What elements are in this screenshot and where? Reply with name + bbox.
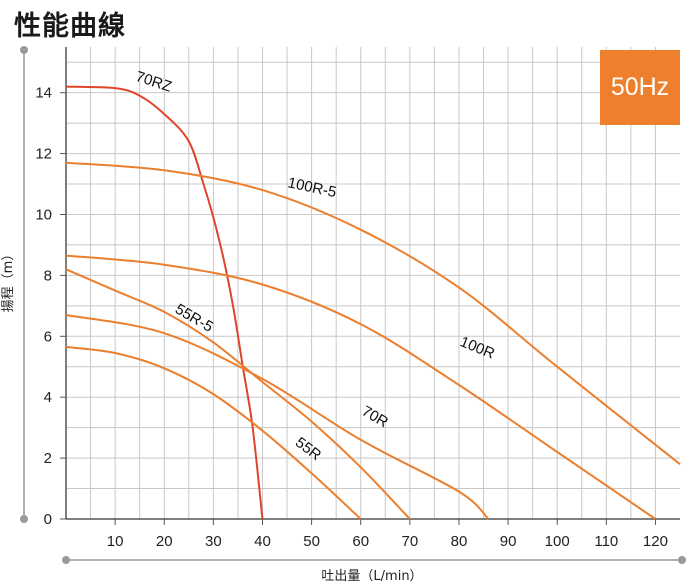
curve-label-70r: 70R: [359, 403, 391, 432]
x-tick-label: 100: [545, 533, 570, 550]
y-axis-title: 揚程（m）: [0, 248, 16, 313]
curve-55r-5: [65, 268, 411, 520]
grid: [66, 47, 680, 519]
y-tick-label: 10: [35, 206, 52, 223]
y-tick-label: 6: [44, 328, 52, 345]
x-tick-label: 80: [451, 533, 468, 550]
curve-label-100r: 100R: [457, 333, 497, 362]
y-tick-label: 14: [35, 85, 52, 102]
curve-100r-5: [65, 161, 681, 465]
x-tick-label: 60: [352, 533, 369, 550]
y-tick-label: 0: [44, 511, 52, 528]
x-tick-label: 10: [107, 533, 124, 550]
curve-55r: [65, 345, 362, 520]
y-tick-label: 2: [44, 450, 52, 467]
x-tick-label: 40: [254, 533, 271, 550]
x-frame-dot-left: [62, 556, 70, 564]
x-tick-label: 90: [500, 533, 517, 550]
y-frame-dot-top: [20, 46, 28, 54]
curve-70rz: [65, 85, 264, 520]
page-title: 性能曲線: [14, 11, 126, 42]
x-axis-title: 吐出量（L/min）: [321, 569, 422, 584]
y-tick-label: 12: [35, 146, 52, 163]
frequency-badge: 50Hz: [600, 50, 680, 125]
curve-100r: [65, 254, 656, 520]
x-tick-label: 110: [594, 533, 618, 550]
x-tick-label: 30: [205, 533, 222, 550]
axes: [20, 46, 686, 564]
x-tick-label: 20: [156, 533, 173, 550]
y-tick-label: 8: [44, 267, 52, 284]
tick-labels: 10 20 30 40 50 60 70 80 90 100 110 120 0 2 4 6 8 10 12 14: [35, 85, 668, 550]
y-frame-dot-bottom: [20, 515, 28, 523]
x-tick-label: 70: [401, 533, 418, 550]
x-tick-label: 120: [643, 533, 668, 550]
x-tick-label: 50: [303, 533, 320, 550]
x-frame-dot-right: [678, 556, 686, 564]
curve-70r: [65, 314, 490, 520]
y-tick-label: 4: [44, 389, 52, 406]
